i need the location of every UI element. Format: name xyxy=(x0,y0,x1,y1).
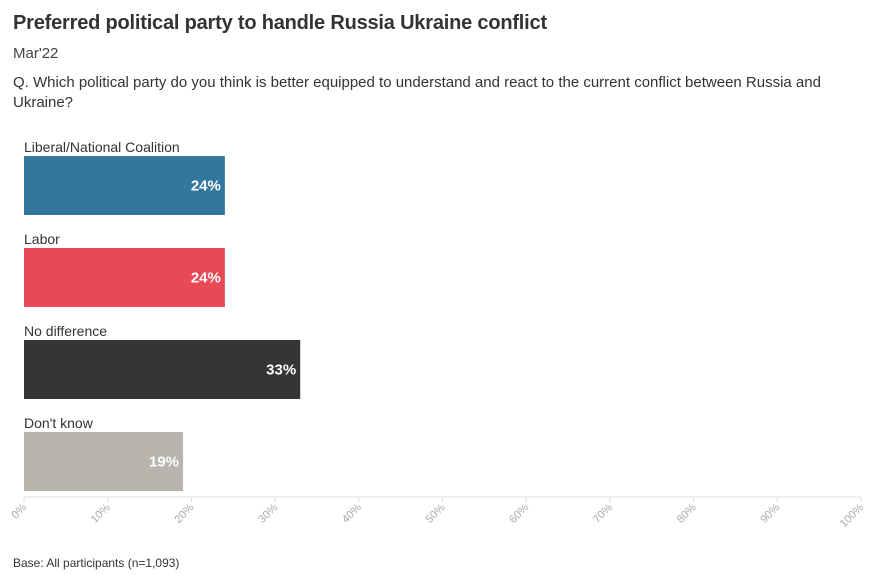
x-tick-label: 40% xyxy=(340,501,364,525)
x-tick-label: 0% xyxy=(9,501,29,521)
bar xyxy=(24,432,184,491)
data-label: 24% xyxy=(191,178,221,195)
chart-subtitle: Mar'22 xyxy=(13,45,59,62)
data-label: 24% xyxy=(191,270,221,287)
x-tick-label: 10% xyxy=(89,501,113,525)
x-tick-label: 90% xyxy=(758,501,782,525)
data-label: 33% xyxy=(266,362,296,379)
survey-question: Q. Which political party do you think is… xyxy=(13,74,821,111)
x-tick-label: 80% xyxy=(675,501,699,525)
x-tick-label: 30% xyxy=(256,501,280,525)
category-label: Labor xyxy=(24,231,60,247)
data-label: 19% xyxy=(149,454,179,471)
category-label: Liberal/National Coalition xyxy=(24,139,180,155)
bar xyxy=(24,340,301,399)
x-tick-label: 100% xyxy=(838,501,867,530)
bar xyxy=(24,248,225,307)
x-tick-label: 70% xyxy=(591,501,615,525)
x-tick-label: 60% xyxy=(507,501,531,525)
category-label: No difference xyxy=(24,323,107,339)
base-note: Base: All participants (n=1,093) xyxy=(13,556,180,570)
bar xyxy=(24,156,225,215)
x-tick-label: 20% xyxy=(172,501,196,525)
chart-title: Preferred political party to handle Russ… xyxy=(13,12,547,34)
x-tick-label: 50% xyxy=(424,501,448,525)
category-label: Don't know xyxy=(24,415,94,431)
